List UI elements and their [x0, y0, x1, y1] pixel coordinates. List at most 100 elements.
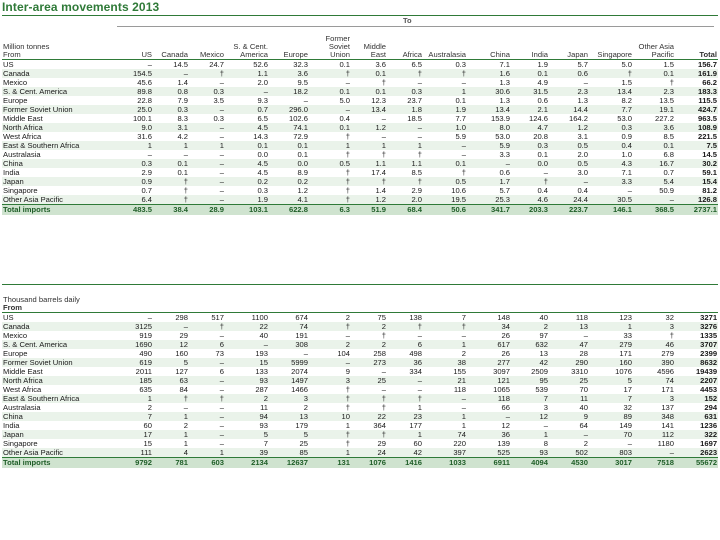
table-cell: – [225, 87, 269, 96]
million-tonnes-table: Million tonnes From US Canada Mexico S. & C… [2, 29, 718, 215]
table-cell: 26 [501, 349, 510, 358]
table-cell: † [417, 150, 422, 159]
table-cell: 1466 [291, 385, 308, 394]
table-cell: 25 [351, 376, 387, 385]
table-cell: 1 [309, 141, 351, 150]
table-cell: – [633, 448, 675, 458]
table-cell: 1.9 [537, 60, 548, 69]
table-row: China 0.3 0.1–4.5 0.0 0.5 1.1 1.1 0.1–0.0 0.5 4.3… [2, 159, 718, 168]
column-header: India [511, 29, 549, 60]
table-cell: 25 [549, 376, 589, 385]
table-cell: 1.6 [467, 69, 511, 78]
table-cell: 1335 [700, 331, 718, 340]
table-cell: 7 [461, 313, 466, 322]
row-label: Canada [2, 322, 117, 331]
table-cell: † [189, 394, 225, 403]
table-cell: 1.8 [387, 105, 423, 114]
table-cell: – [417, 78, 422, 87]
table-cell: † [351, 394, 387, 403]
table-cell: 2623 [675, 448, 719, 458]
table-cell: 1690 [117, 340, 153, 349]
table-cell: 13 [549, 322, 589, 331]
table-cell: 2.3 [633, 87, 675, 96]
column-header: Middle East [351, 29, 387, 60]
row-label: East & Southern Africa [2, 394, 117, 403]
table-cell: 149 [619, 421, 632, 430]
table-cell: 5.4 [633, 177, 675, 186]
table-cell: 7.7 [589, 105, 633, 114]
table-cell: 1 [117, 394, 153, 403]
table-cell: 1 [511, 430, 549, 439]
table-cell: – [153, 69, 189, 78]
table-cell: 4.5 [257, 168, 268, 177]
table-cell: 36 [467, 430, 511, 439]
table-cell: 1 [189, 448, 225, 458]
table-cell: 5.0 [339, 96, 350, 105]
column-header: Total [675, 29, 718, 60]
table-cell: † [309, 177, 351, 186]
table-cell: 2 [303, 403, 308, 412]
table-cell: † [351, 177, 387, 186]
table-cell: † [387, 394, 423, 403]
table-cell: 17 [117, 430, 153, 439]
table-cell: 8.9 [297, 168, 308, 177]
table-cell: – [219, 78, 224, 87]
table-cell: 6 [189, 340, 225, 349]
table-cell: 0.2 [269, 177, 309, 186]
table-cell: 1.0 [423, 123, 467, 132]
table-cell: 1 [117, 141, 153, 150]
table-cell: 9.3 [257, 96, 268, 105]
table-cell: – [381, 385, 386, 394]
table-cell: 1.2 [549, 123, 589, 132]
table-cell: 0.1 [309, 87, 351, 96]
table-cell: 517 [211, 313, 224, 322]
table-cell: 7.9 [177, 96, 188, 105]
table-cell: † [345, 186, 350, 195]
table-cell: 11 [549, 394, 589, 403]
table-cell: 0.3 [213, 114, 224, 123]
table-cell: 322 [675, 430, 719, 439]
table-cell: 33 [623, 331, 632, 340]
table-cell: 3276 [675, 322, 719, 331]
table-cell: – [461, 78, 466, 87]
table-cell: 9 [345, 367, 350, 376]
table-cell: 36 [387, 358, 423, 367]
table-cell: † [381, 78, 386, 87]
table-cell: † [381, 331, 386, 340]
table-cell: 154.5 [117, 69, 153, 78]
total-cell: 6.3 [309, 204, 351, 215]
table-cell: – [225, 340, 269, 349]
table-cell: 2.9 [411, 186, 422, 195]
table-cell: 0.5 [423, 177, 467, 186]
table-cell: 13.4 [351, 105, 387, 114]
table-cell: 1 [309, 448, 351, 458]
table-cell: 30.6 [467, 87, 511, 96]
row-label: North Africa [2, 376, 117, 385]
table-cell: – [189, 358, 225, 367]
table-cell: – [633, 195, 675, 205]
column-header: Australasia [423, 29, 467, 60]
table-cell: 25.3 [467, 195, 511, 205]
table-cell: 0.1 [225, 141, 269, 150]
table-cell: 502 [549, 448, 589, 458]
table-row: Middle East 2011 127 6 133 2074 9 – 334 155 3097 25… [2, 367, 718, 376]
table-cell: † [381, 403, 386, 412]
table-cell: 0.1 [455, 96, 466, 105]
table-cell: – [219, 132, 224, 141]
table-cell: – [309, 358, 351, 367]
table-cell: 1 [153, 430, 189, 439]
table-cell: 0.1 [339, 60, 350, 69]
table-cell: 14.5 [702, 150, 717, 159]
table-row: Australasia 2 – – 11 2 † † 1 – 66 3 40 32 137 294 [2, 403, 718, 412]
total-cell: 7518 [633, 457, 675, 468]
column-header: China [467, 29, 511, 60]
table-cell: 4.6 [511, 195, 549, 205]
table-cell: 121 [467, 376, 511, 385]
table-cell: † [381, 150, 386, 159]
table-cell: 539 [535, 385, 548, 394]
table-cell: 12 [153, 340, 189, 349]
table-cell: 84 [179, 385, 188, 394]
table-cell: 919 [139, 331, 152, 340]
table-cell: 0.4 [577, 186, 588, 195]
table-cell: 1.1 [225, 69, 269, 78]
